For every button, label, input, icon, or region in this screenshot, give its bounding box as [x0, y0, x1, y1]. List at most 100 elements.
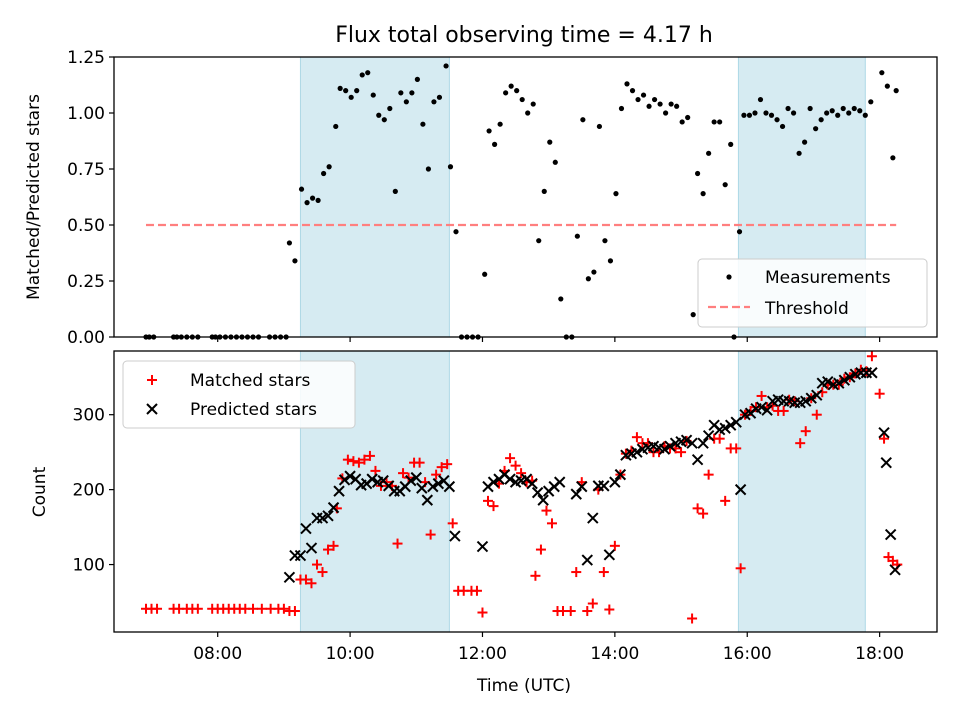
measurement-point — [695, 170, 701, 177]
predicted-star-point — [327, 501, 340, 514]
predicted-star-point-b — [866, 367, 878, 379]
measurement-point — [403, 99, 409, 105]
matched-star-point — [392, 538, 403, 549]
predicted-star-point — [805, 392, 817, 404]
predicted-star-point — [322, 510, 334, 522]
measurement-point — [862, 112, 868, 118]
measurement-point — [857, 108, 863, 114]
matched-star-point — [756, 390, 767, 401]
predicted-star-point-b — [878, 426, 890, 439]
predicted-star-point-b — [382, 480, 395, 492]
matched-star-point — [516, 468, 527, 479]
predicted-star-point — [526, 477, 538, 490]
predicted-star-point-b — [697, 437, 709, 449]
predicted-star-point-b — [811, 389, 823, 401]
predicted-star-point-b — [631, 446, 643, 458]
predicted-star-point-b — [283, 571, 296, 584]
measurement-point — [547, 139, 553, 145]
x-tick-label: 10:00 — [326, 644, 375, 664]
matched-star-point — [300, 574, 311, 585]
measurement-point — [674, 103, 680, 109]
measurement-point — [436, 94, 443, 100]
measurement-point — [807, 105, 813, 112]
matched-star-point — [565, 606, 576, 617]
bottom-y-tick-label: 300 — [73, 406, 105, 426]
top-y-tick-label: 0.50 — [67, 216, 105, 236]
measurement-point — [558, 296, 564, 302]
predicted-star-point-b — [487, 476, 500, 488]
matched-star-point — [582, 606, 593, 617]
measurement-point — [365, 70, 371, 76]
measurement-point — [651, 96, 658, 103]
predicted-star-point — [449, 530, 461, 542]
measurement-point — [447, 164, 454, 170]
predicted-star-point-b — [333, 485, 345, 497]
predicted-star-point-b — [658, 443, 671, 455]
measurement-point — [552, 159, 558, 165]
measurement-point — [343, 88, 349, 94]
measurement-point — [321, 170, 327, 177]
measurement-point — [717, 119, 723, 125]
measurement-point — [387, 105, 393, 112]
predicted-star-point — [811, 389, 823, 401]
measurement-point — [618, 105, 625, 112]
predicted-star-point — [487, 476, 500, 488]
predicted-star-point-b — [338, 474, 351, 486]
legend-matched-marker — [147, 375, 157, 385]
measurement-point — [530, 101, 536, 107]
matched-star-point — [571, 567, 582, 578]
predicted-star-point-b — [322, 510, 334, 522]
measurement-point — [890, 155, 896, 161]
shaded-interval — [299, 56, 450, 338]
matched-star-point — [471, 585, 482, 596]
predicted-star-point — [344, 470, 356, 482]
bottom-plot-frame — [113, 350, 938, 633]
predicted-star-point — [734, 483, 747, 496]
predicted-star-point-b — [734, 483, 747, 496]
matched-star-point — [414, 457, 425, 468]
measurement-point — [646, 103, 652, 109]
measurement-point — [706, 150, 712, 156]
predicted-star-point-b — [761, 404, 773, 416]
matched-star-point — [278, 603, 289, 614]
measurement-point — [580, 117, 586, 123]
measurement-point — [309, 195, 316, 201]
predicted-star-point-b — [800, 395, 812, 407]
matched-star-point — [342, 454, 353, 465]
matched-star-point — [587, 598, 598, 609]
predicted-star-point — [366, 473, 378, 485]
legend-predicted-marker — [146, 403, 158, 415]
matched-star-point — [874, 388, 885, 399]
matched-star-point — [800, 426, 811, 437]
predicted-star-point — [822, 376, 834, 388]
predicted-star-point-b — [449, 530, 461, 542]
predicted-star-point — [603, 549, 616, 561]
top-y-tick-label: 1.25 — [67, 48, 105, 68]
legend-measurements-marker — [726, 274, 732, 280]
measurement-point — [768, 112, 775, 118]
measurement-point — [668, 101, 674, 107]
predicted-star-point-b — [691, 453, 704, 466]
measurement-point — [414, 76, 420, 82]
measurement-point — [829, 108, 835, 114]
predicted-star-point-b — [889, 564, 901, 576]
top-y-tick-label: 0.00 — [67, 328, 105, 348]
measurement-point — [304, 200, 310, 206]
x-axis-label: Time (UTC) — [476, 676, 571, 696]
predicted-star-point — [755, 401, 768, 413]
predicted-star-point — [416, 482, 428, 494]
matched-star-point — [609, 540, 620, 551]
matched-star-point — [364, 450, 375, 461]
measurement-point — [700, 191, 706, 197]
top-y-label: Matched/Predicted stars — [24, 94, 44, 300]
bottom-legend-box — [122, 360, 356, 429]
predicted-star-point-b — [410, 471, 422, 484]
matched-star-point — [256, 603, 267, 614]
measurement-point — [663, 110, 669, 116]
measurement-point — [813, 126, 819, 132]
predicted-star-point-b — [327, 501, 340, 514]
top-panel: 0.00 0.25 0.50 0.75 1.00 1.25 Matched/Predict… — [24, 48, 938, 348]
predicted-star-point — [587, 512, 599, 524]
measurement-point — [884, 83, 890, 89]
matched-star-point — [698, 508, 709, 519]
